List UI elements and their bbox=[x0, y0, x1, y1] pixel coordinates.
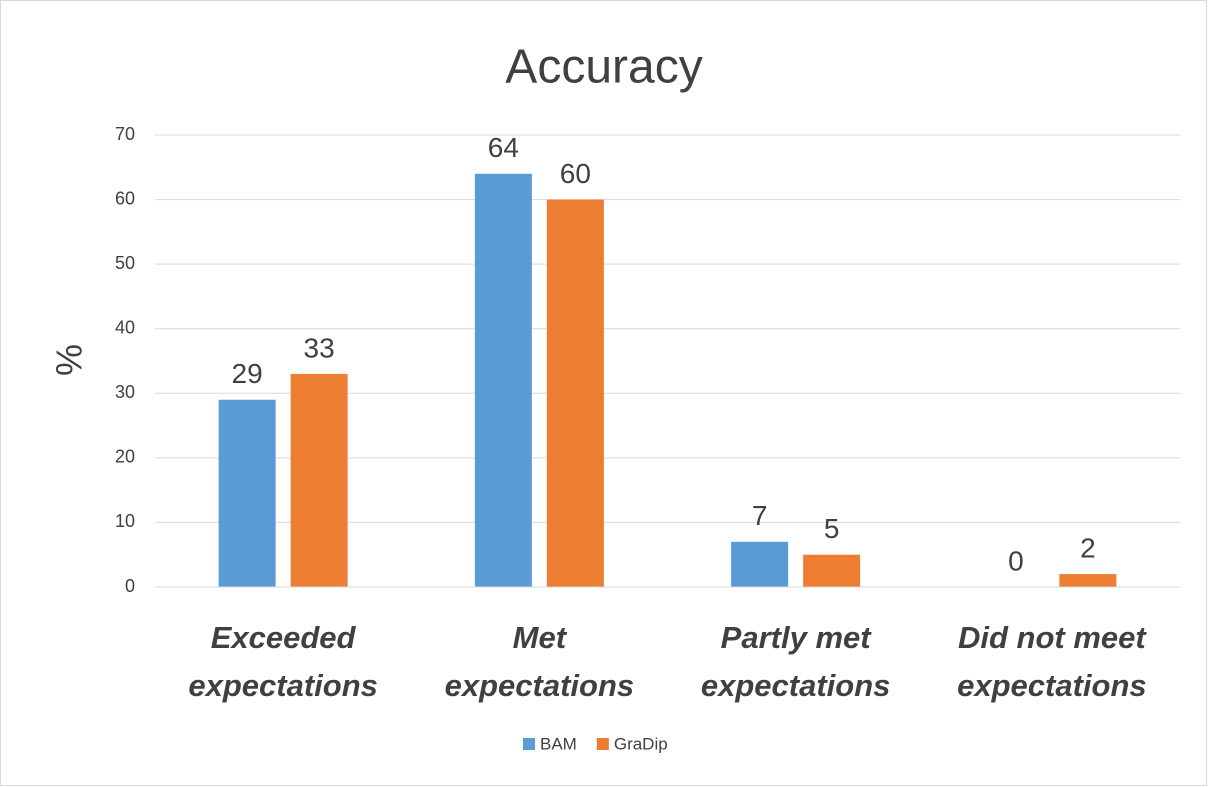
bar bbox=[1059, 574, 1117, 587]
legend-swatch bbox=[523, 738, 535, 750]
legend-swatch bbox=[596, 738, 609, 750]
bar bbox=[546, 199, 604, 588]
y-tick-label: 60 bbox=[115, 188, 135, 208]
bar bbox=[290, 373, 348, 587]
y-tick-label: 70 bbox=[115, 124, 135, 144]
bar bbox=[218, 399, 276, 587]
data-label: 5 bbox=[824, 513, 840, 544]
data-label: 64 bbox=[488, 132, 519, 163]
data-label: 2 bbox=[1080, 532, 1096, 563]
data-label: 29 bbox=[232, 358, 263, 389]
data-label: 60 bbox=[560, 158, 591, 189]
y-tick-label: 50 bbox=[115, 253, 135, 273]
x-tick-label: Met expectations bbox=[445, 620, 635, 703]
y-tick-label: 20 bbox=[115, 447, 135, 467]
x-tick-label: Did not meet expectations bbox=[957, 620, 1147, 703]
y-axis-label: % bbox=[49, 344, 90, 376]
data-label: 0 bbox=[1008, 545, 1024, 576]
data-label: 33 bbox=[304, 332, 335, 363]
y-tick-label: 40 bbox=[115, 317, 135, 337]
chart-title: Accuracy bbox=[505, 41, 702, 94]
legend-label: BAM bbox=[540, 734, 577, 753]
y-tick-label: 0 bbox=[125, 576, 135, 596]
x-tick-label: Exceeded expectations bbox=[188, 620, 378, 703]
y-tick-label: 30 bbox=[115, 382, 135, 402]
legend-label: GraDip bbox=[614, 734, 668, 753]
x-tick-label: Partly met expectations bbox=[701, 620, 891, 703]
bar bbox=[474, 173, 532, 587]
data-label: 7 bbox=[752, 500, 768, 531]
y-tick-label: 10 bbox=[115, 511, 135, 531]
bar bbox=[803, 554, 861, 587]
bar bbox=[731, 541, 789, 587]
